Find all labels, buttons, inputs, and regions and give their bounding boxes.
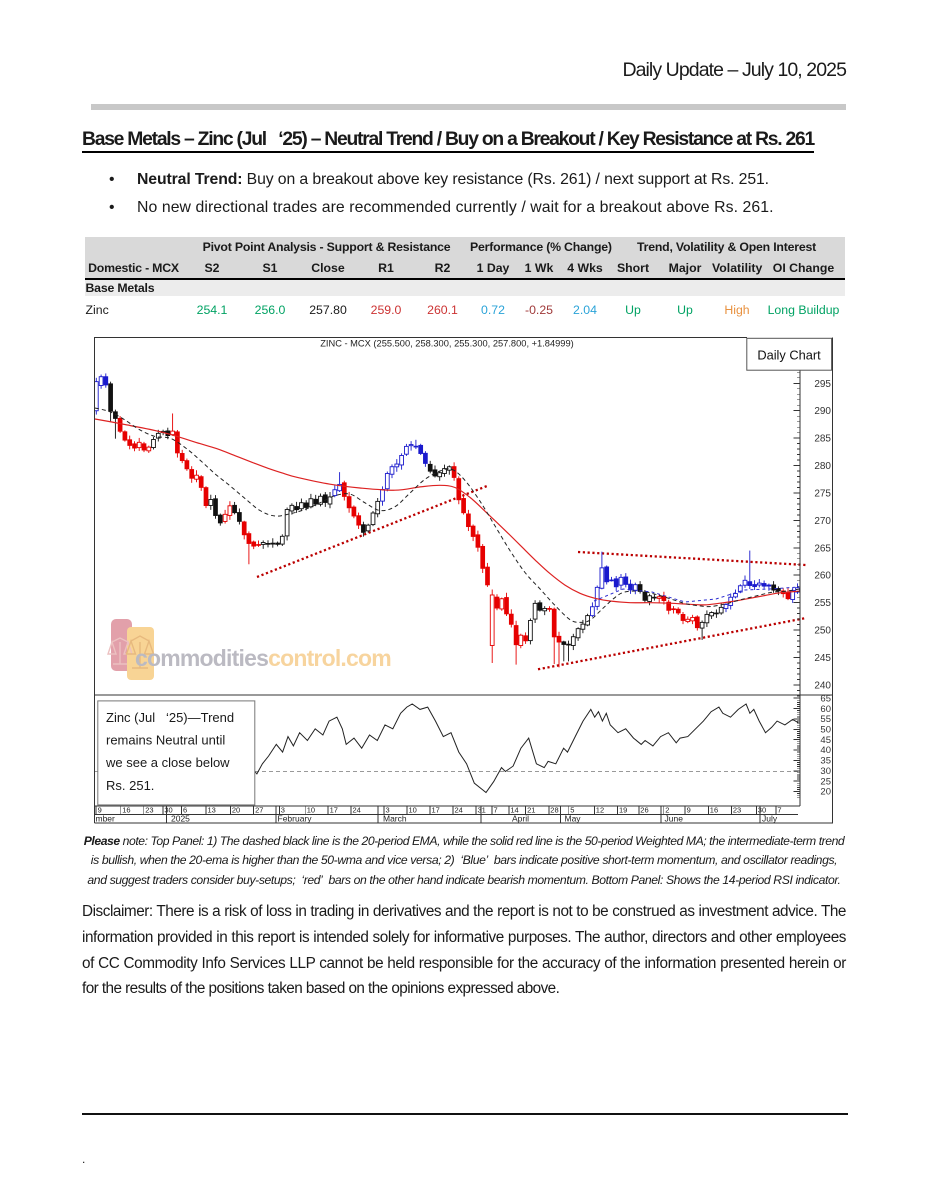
svg-text:27: 27 <box>255 805 263 814</box>
svg-text:14: 14 <box>510 805 518 814</box>
svg-text:7: 7 <box>494 805 498 814</box>
svg-text:270: 270 <box>814 516 831 527</box>
svg-text:3: 3 <box>386 805 390 814</box>
svg-text:20: 20 <box>232 805 240 814</box>
svg-text:21: 21 <box>527 805 535 814</box>
svg-text:16: 16 <box>122 805 130 814</box>
svg-text:19: 19 <box>619 805 627 814</box>
svg-text:9: 9 <box>98 805 102 814</box>
svg-text:295: 295 <box>814 379 831 390</box>
svg-text:12: 12 <box>596 805 604 814</box>
svg-text:9: 9 <box>687 805 691 814</box>
svg-text:250: 250 <box>814 626 831 637</box>
svg-text:June: June <box>665 813 684 823</box>
svg-text:31: 31 <box>478 805 486 814</box>
svg-text:25: 25 <box>820 776 831 787</box>
svg-text:16: 16 <box>710 805 718 814</box>
svg-text:Rs. 251.: Rs. 251. <box>106 778 154 793</box>
svg-text:7: 7 <box>777 805 781 814</box>
svg-text:240: 240 <box>814 680 831 691</box>
svg-text:ZINC - MCX (255.500, 258.300,: ZINC - MCX (255.500, 258.300, 255.300, 2… <box>320 339 574 349</box>
svg-text:10: 10 <box>409 805 417 814</box>
svg-text:60: 60 <box>820 704 831 715</box>
svg-text:5: 5 <box>570 805 574 814</box>
svg-text:45: 45 <box>820 735 831 746</box>
svg-text:23: 23 <box>733 805 741 814</box>
svg-text:17: 17 <box>330 805 338 814</box>
svg-text:6: 6 <box>183 805 187 814</box>
svg-text:23: 23 <box>145 805 153 814</box>
svg-text:February: February <box>278 813 313 823</box>
svg-text:2: 2 <box>665 805 669 814</box>
svg-text:265: 265 <box>814 543 831 554</box>
svg-text:remains Neutral until: remains Neutral until <box>106 733 225 748</box>
svg-text:mber: mber <box>96 813 116 823</box>
svg-text:May: May <box>565 813 582 823</box>
svg-text:Zinc (Jul ‘25)—Trend: Zinc (Jul ‘25)—Trend <box>106 710 234 725</box>
svg-text:275: 275 <box>814 488 831 499</box>
svg-text:17: 17 <box>432 805 440 814</box>
svg-text:30: 30 <box>820 766 831 777</box>
svg-text:280: 280 <box>814 461 831 472</box>
svg-text:35: 35 <box>820 756 831 767</box>
svg-text:3: 3 <box>281 805 285 814</box>
svg-text:20: 20 <box>820 787 831 798</box>
svg-text:50: 50 <box>820 725 831 736</box>
svg-text:285: 285 <box>814 434 831 445</box>
svg-text:28: 28 <box>550 805 558 814</box>
svg-text:10: 10 <box>307 805 315 814</box>
svg-text:290: 290 <box>814 406 831 417</box>
svg-text:July: July <box>762 813 778 823</box>
svg-text:24: 24 <box>353 805 361 814</box>
svg-text:April: April <box>512 813 529 823</box>
svg-text:Daily Chart: Daily Chart <box>757 348 821 363</box>
svg-text:260: 260 <box>814 571 831 582</box>
svg-text:we see a close below: we see a close below <box>105 755 230 770</box>
svg-text:March: March <box>383 813 407 823</box>
svg-text:245: 245 <box>814 653 831 664</box>
svg-text:30: 30 <box>164 805 172 814</box>
svg-text:55: 55 <box>820 714 831 725</box>
svg-text:65: 65 <box>820 693 831 704</box>
svg-text:255: 255 <box>814 598 831 609</box>
svg-text:2025: 2025 <box>171 813 190 823</box>
svg-text:commoditiescontrol.com: commoditiescontrol.com <box>135 645 391 671</box>
svg-text:30: 30 <box>758 805 766 814</box>
svg-text:26: 26 <box>640 805 648 814</box>
svg-text:13: 13 <box>208 805 216 814</box>
svg-text:24: 24 <box>455 805 463 814</box>
svg-text:40: 40 <box>820 745 831 756</box>
